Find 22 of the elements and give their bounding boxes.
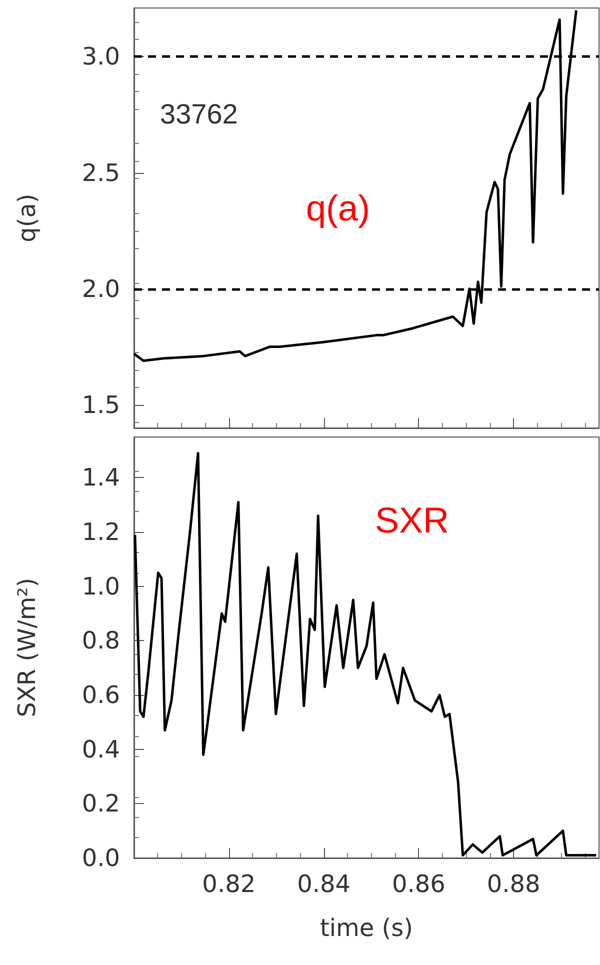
y-tick-label: 3.0 bbox=[82, 42, 120, 71]
y-tick-label: 0.2 bbox=[82, 790, 120, 818]
y-tick-label: 0.6 bbox=[82, 681, 120, 710]
x-tick-label: 0.86 bbox=[392, 870, 446, 898]
y-tick-label: 1.0 bbox=[82, 572, 120, 600]
y-tick-label: 1.2 bbox=[82, 518, 120, 546]
y-axis-title: SXR (W/m²) bbox=[13, 578, 41, 718]
x-axis-title: time (s) bbox=[320, 914, 414, 942]
y-axis-title: q(a) bbox=[13, 194, 41, 242]
y-tick-label: 1.5 bbox=[82, 390, 120, 419]
x-tick-label: 0.84 bbox=[297, 870, 351, 898]
annotation: SXR bbox=[375, 500, 450, 540]
annotation: 33762 bbox=[160, 98, 238, 130]
x-tick-label: 0.82 bbox=[202, 870, 256, 898]
y-tick-label: 0.8 bbox=[82, 626, 120, 655]
x-tick-label: 0.88 bbox=[486, 870, 540, 898]
y-tick-label: 0.4 bbox=[82, 735, 120, 764]
y-tick-label: 2.5 bbox=[82, 158, 120, 187]
y-tick-label: 0.0 bbox=[82, 844, 120, 872]
y-tick-label: 1.4 bbox=[82, 464, 120, 492]
y-tick-label: 2.0 bbox=[82, 274, 120, 303]
annotation: q(a) bbox=[306, 188, 370, 228]
